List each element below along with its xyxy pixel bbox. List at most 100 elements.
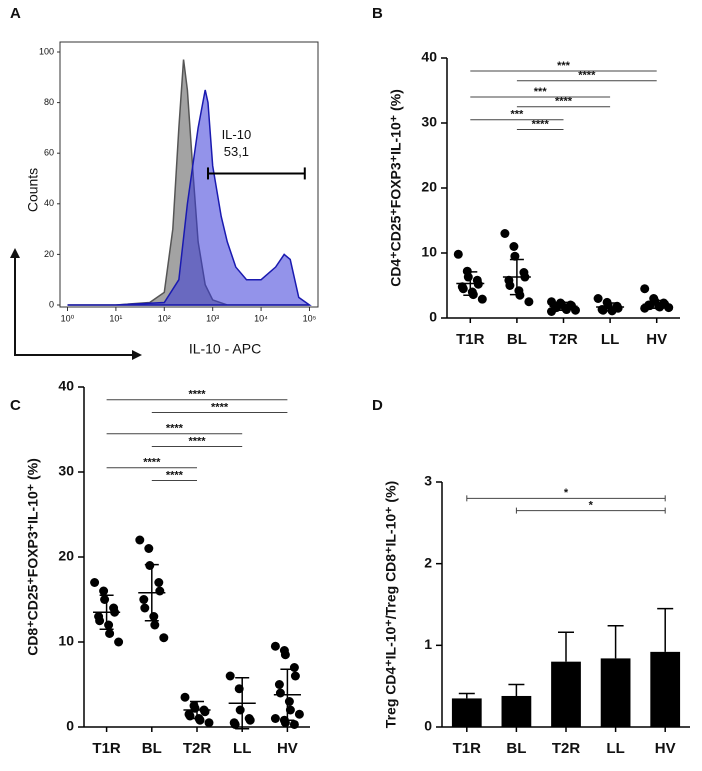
significance-label: **** xyxy=(188,435,206,447)
panel-letter: A xyxy=(10,5,21,22)
data-point xyxy=(145,561,155,570)
x-tick-label: BL xyxy=(142,740,162,757)
error-bar xyxy=(558,631,574,662)
y-tick-label: 20 xyxy=(421,179,437,195)
x-tick-label: T2R xyxy=(552,740,581,757)
bar xyxy=(451,698,482,727)
y-axis-label: CD4⁺CD25⁺FOXP3⁺IL-10⁺ (%) xyxy=(388,89,404,287)
y-tick-label: 80 xyxy=(44,97,54,107)
significance-label: *** xyxy=(510,109,524,121)
data-point xyxy=(270,714,280,723)
y-tick-label: 10 xyxy=(421,244,437,260)
error-bar xyxy=(607,624,624,659)
data-point xyxy=(180,692,190,702)
annotation: IL-10 xyxy=(222,127,252,142)
data-point xyxy=(524,297,534,307)
sd-bar xyxy=(649,299,664,309)
x-tick-label: 10⁵ xyxy=(303,313,317,323)
data-point xyxy=(200,707,210,717)
bar xyxy=(501,695,532,727)
data-point xyxy=(510,251,520,261)
data-point xyxy=(274,680,284,689)
data-point xyxy=(204,718,214,728)
data-point xyxy=(104,620,114,630)
y-tick-label: 0 xyxy=(49,299,54,309)
y-tick-label: 60 xyxy=(44,148,54,158)
data-point xyxy=(640,284,650,294)
x-tick-label: 10² xyxy=(158,313,171,323)
histogram-area xyxy=(67,89,312,306)
data-point xyxy=(139,595,149,604)
data-point xyxy=(463,272,473,282)
y-tick-label: 30 xyxy=(421,114,437,130)
x-tick-label: 10⁴ xyxy=(254,313,268,323)
data-point xyxy=(154,578,164,587)
significance-label: **** xyxy=(188,389,206,401)
x-tick-label: T2R xyxy=(549,331,578,348)
y-tick-label: 40 xyxy=(421,49,437,65)
data-point xyxy=(225,671,235,681)
significance-label: **** xyxy=(211,401,229,413)
x-tick-label: 10¹ xyxy=(109,313,122,323)
x-tick-label: LL xyxy=(233,740,251,757)
x-tick-label: T1R xyxy=(456,331,485,348)
y-tick-label: 20 xyxy=(44,249,54,259)
x-tick-label: T1R xyxy=(453,740,482,757)
data-point xyxy=(114,637,124,647)
sd-bar xyxy=(463,271,478,296)
y-tick-label: 100 xyxy=(39,46,54,56)
sd-bar xyxy=(280,668,295,721)
y-axis-label: Treg CD4⁺IL-10⁺/Treg CD8⁺IL-10⁺ (%) xyxy=(383,481,399,728)
data-point xyxy=(90,578,100,587)
y-tick-label: 20 xyxy=(58,548,74,564)
significance-label: *** xyxy=(557,60,571,72)
x-tick-label: 10⁰ xyxy=(61,313,75,323)
y-tick-label: 0 xyxy=(66,718,74,734)
y-tick-label: 40 xyxy=(44,198,54,208)
sd-bar xyxy=(144,563,159,622)
data-point xyxy=(95,616,105,626)
data-point xyxy=(149,612,159,621)
x-tick-label: HV xyxy=(646,331,667,348)
data-point xyxy=(144,544,154,553)
data-point xyxy=(245,715,255,725)
plot-frame xyxy=(59,41,319,308)
x-tick-label: T1R xyxy=(92,740,121,757)
y-axis-label: Counts xyxy=(25,168,41,212)
data-point xyxy=(453,249,463,259)
data-point xyxy=(135,535,145,545)
x-tick-label: LL xyxy=(601,331,619,348)
sd-bar xyxy=(235,676,250,730)
data-point xyxy=(270,641,280,651)
y-tick-label: 0 xyxy=(429,309,437,325)
data-point xyxy=(150,620,160,630)
panel-letter: B xyxy=(372,5,383,22)
data-point xyxy=(294,709,304,719)
significance-label: **** xyxy=(578,70,596,82)
data-point xyxy=(509,242,519,251)
data-point xyxy=(664,303,674,313)
data-point xyxy=(105,629,115,638)
data-point xyxy=(99,586,109,596)
y-tick-label: 3 xyxy=(424,473,432,489)
significance-label: * xyxy=(564,487,569,499)
error-bar xyxy=(657,607,674,652)
data-point xyxy=(235,705,245,715)
sd-bar xyxy=(603,302,618,312)
x-tick-label: 10³ xyxy=(206,313,219,323)
data-point xyxy=(100,595,110,604)
y-tick-label: 40 xyxy=(58,378,74,394)
x-tick-label: BL xyxy=(506,740,526,757)
x-tick-label: BL xyxy=(507,331,527,348)
error-bar xyxy=(508,683,525,696)
sd-bar xyxy=(556,301,571,311)
data-point xyxy=(593,294,603,303)
data-point xyxy=(290,671,300,681)
significance-label: * xyxy=(589,499,594,511)
annotation: 53,1 xyxy=(224,144,249,159)
data-point xyxy=(500,229,510,238)
data-point xyxy=(547,307,556,316)
y-axis-label: CD8⁺CD25⁺FOXP3⁺IL-10⁺ (%) xyxy=(25,458,41,656)
data-point xyxy=(571,305,580,315)
